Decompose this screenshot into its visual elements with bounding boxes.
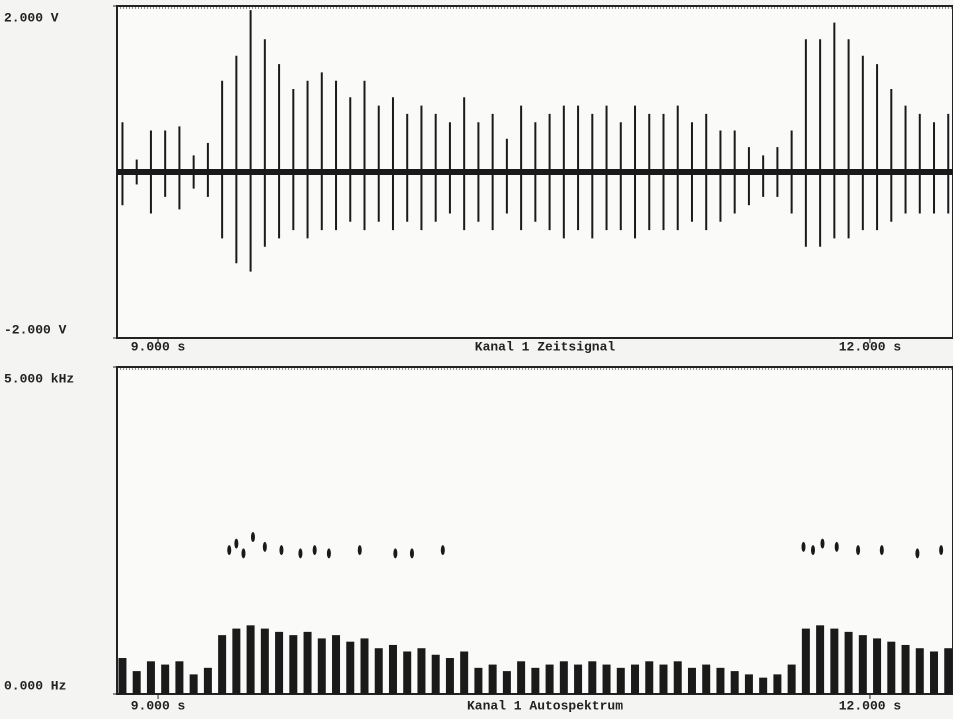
spectral-column	[502, 671, 511, 694]
spectral-column	[275, 631, 284, 694]
spectral-blob	[312, 545, 317, 556]
spectral-column	[460, 651, 469, 694]
spectral-column	[830, 628, 839, 694]
spectral-column	[858, 635, 867, 694]
spectral-column	[844, 631, 853, 694]
spectral-column	[346, 641, 355, 694]
spectral-blob	[856, 545, 861, 556]
spectral-blob	[834, 541, 839, 552]
spectral-column	[816, 625, 825, 694]
spectral-column	[744, 674, 753, 694]
spectral-column	[901, 644, 910, 694]
spectral-column	[588, 661, 597, 694]
spectral-blob	[326, 548, 331, 559]
spectral-blob	[939, 545, 944, 556]
spectral-column	[602, 664, 611, 694]
spectral-column	[531, 667, 540, 694]
x-tick-label: 9.000 s	[131, 698, 186, 713]
spectral-column	[545, 664, 554, 694]
spectral-blob	[409, 548, 414, 559]
spectral-column	[930, 651, 939, 694]
spectral-column	[118, 658, 127, 694]
spectral-column	[232, 628, 241, 694]
spectral-column	[873, 638, 882, 694]
spectral-column	[616, 667, 625, 694]
spectral-column	[431, 654, 440, 694]
y-tick-label: 5.000 kHz	[4, 371, 74, 386]
spectral-column	[289, 635, 298, 694]
spectral-column	[488, 664, 497, 694]
spectral-blob	[801, 541, 806, 552]
chart-title: Kanal 1 Autospektrum	[467, 698, 623, 713]
spectral-blob	[262, 541, 267, 552]
spectral-column	[246, 625, 255, 694]
y-tick-label: 0.000 Hz	[4, 678, 66, 693]
spectral-column	[161, 664, 170, 694]
spectral-column	[218, 635, 227, 694]
spectral-column	[332, 635, 341, 694]
spectral-blob	[810, 545, 815, 556]
spectral-blob	[241, 548, 246, 559]
spectral-column	[360, 638, 369, 694]
spectral-column	[517, 661, 526, 694]
spectral-blob	[357, 545, 362, 556]
spectral-column	[445, 658, 454, 694]
spectral-column	[645, 661, 654, 694]
spectral-column	[915, 648, 924, 694]
spectral-column	[189, 674, 198, 694]
spectral-column	[203, 667, 212, 694]
spectral-column	[417, 648, 426, 694]
spectral-blob	[393, 548, 398, 559]
spectral-column	[730, 671, 739, 694]
spectral-column	[303, 631, 312, 694]
spectral-column	[388, 644, 397, 694]
spectral-column	[716, 667, 725, 694]
spectral-column	[887, 641, 896, 694]
spectral-blob	[250, 532, 255, 543]
spectral-column	[673, 661, 682, 694]
y-tick-label: -2.000 V	[4, 322, 67, 337]
spectral-column	[759, 677, 768, 694]
spectral-column	[374, 648, 383, 694]
x-tick-label: 12.000 s	[839, 698, 902, 713]
spectral-column	[132, 671, 141, 694]
spectral-column	[574, 664, 583, 694]
spectral-column	[631, 664, 640, 694]
spectral-column	[944, 648, 953, 694]
spectral-column	[317, 638, 326, 694]
spectral-column	[559, 661, 568, 694]
chart-title: Kanal 1 Zeitsignal	[475, 339, 616, 354]
spectral-column	[787, 664, 796, 694]
spectral-column	[175, 661, 184, 694]
x-tick-label: 12.000 s	[839, 339, 902, 354]
spectral-column	[474, 667, 483, 694]
spectral-column	[260, 628, 269, 694]
spectral-column	[146, 661, 155, 694]
spectral-blob	[879, 545, 884, 556]
spectral-column	[659, 664, 668, 694]
spectral-blob	[234, 538, 239, 549]
spectral-blob	[915, 548, 920, 559]
spectral-blob	[820, 538, 825, 549]
spectral-blob	[227, 545, 232, 556]
spectral-blob	[440, 545, 445, 556]
x-tick-label: 9.000 s	[131, 339, 186, 354]
spectral-column	[403, 651, 412, 694]
spectral-column	[687, 667, 696, 694]
spectral-blob	[279, 545, 284, 556]
spectral-column	[801, 628, 810, 694]
spectral-column	[773, 674, 782, 694]
plot-frame	[116, 366, 953, 695]
spectral-column	[702, 664, 711, 694]
y-tick-label: 2.000 V	[4, 10, 59, 25]
spectral-blob	[298, 548, 303, 559]
